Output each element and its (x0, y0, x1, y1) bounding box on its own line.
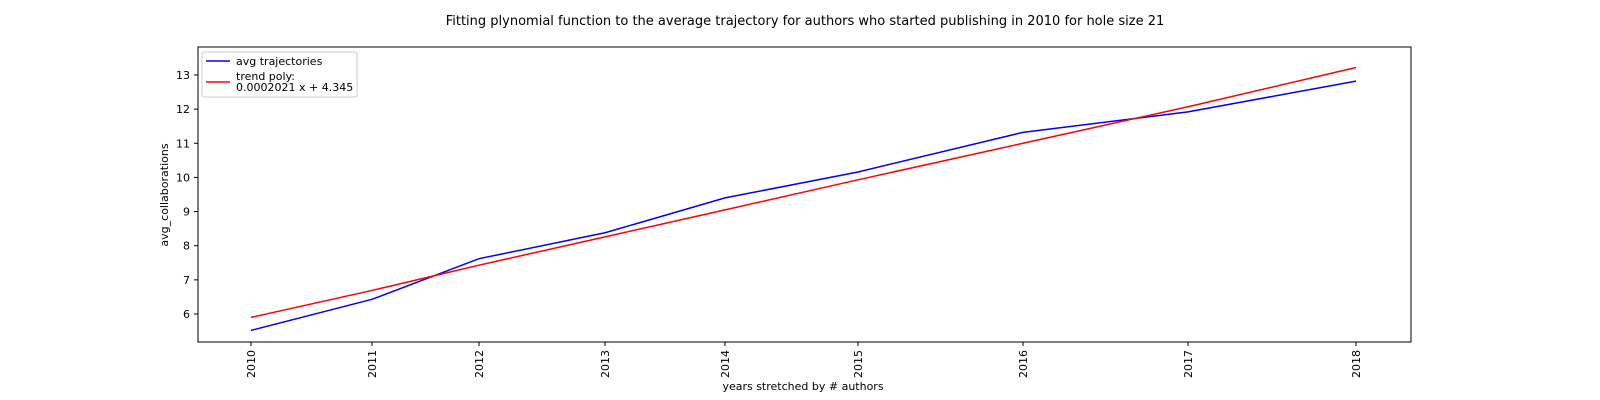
x-tick-label: 2010 (245, 350, 258, 378)
legend-box (201, 51, 358, 98)
y-axis-label: avg_collaborations (158, 143, 171, 246)
legend: avg trajectories trend poly: 0.0002021 x… (201, 51, 358, 98)
legend-label-trend-poly-line2: 0.0002021 x + 4.345 (236, 81, 353, 94)
plot-frame (197, 46, 1412, 343)
y-tick-label: 12 (176, 103, 190, 116)
x-tick-label: 2012 (473, 350, 486, 378)
x-axis-label: years stretched by # authors (722, 380, 883, 393)
x-axis: 2010 2011 2012 2013 2014 2015 2016 2017 2018 (245, 342, 1363, 378)
y-tick-label: 9 (183, 206, 190, 219)
x-tick-label: 2016 (1017, 350, 1030, 378)
x-tick-label: 2014 (719, 350, 732, 378)
x-tick-label: 2015 (852, 350, 865, 378)
y-tick-label: 7 (183, 274, 190, 287)
x-tick-label: 2011 (366, 350, 379, 378)
y-tick-label: 11 (176, 137, 190, 150)
x-tick-label: 2017 (1182, 350, 1195, 378)
y-axis: 6 7 8 9 10 11 12 13 (176, 69, 198, 321)
series-group (250, 66, 1357, 332)
x-tick-label: 2018 (1350, 350, 1363, 378)
y-tick-label: 8 (183, 240, 190, 253)
series-line-trend-poly (250, 66, 1357, 319)
plot-area (197, 46, 1412, 343)
legend-label-trend-poly-line1: trend poly: (236, 70, 295, 83)
y-tick-label: 10 (176, 171, 190, 184)
chart-title: Fitting plynomial function to the averag… (446, 14, 1165, 29)
legend-label-avg-trajectories: avg trajectories (236, 55, 323, 68)
y-tick-label: 13 (176, 69, 190, 82)
series-line-avg-trajectories (250, 80, 1357, 332)
x-tick-label: 2013 (599, 350, 612, 378)
y-tick-label: 6 (183, 308, 190, 321)
